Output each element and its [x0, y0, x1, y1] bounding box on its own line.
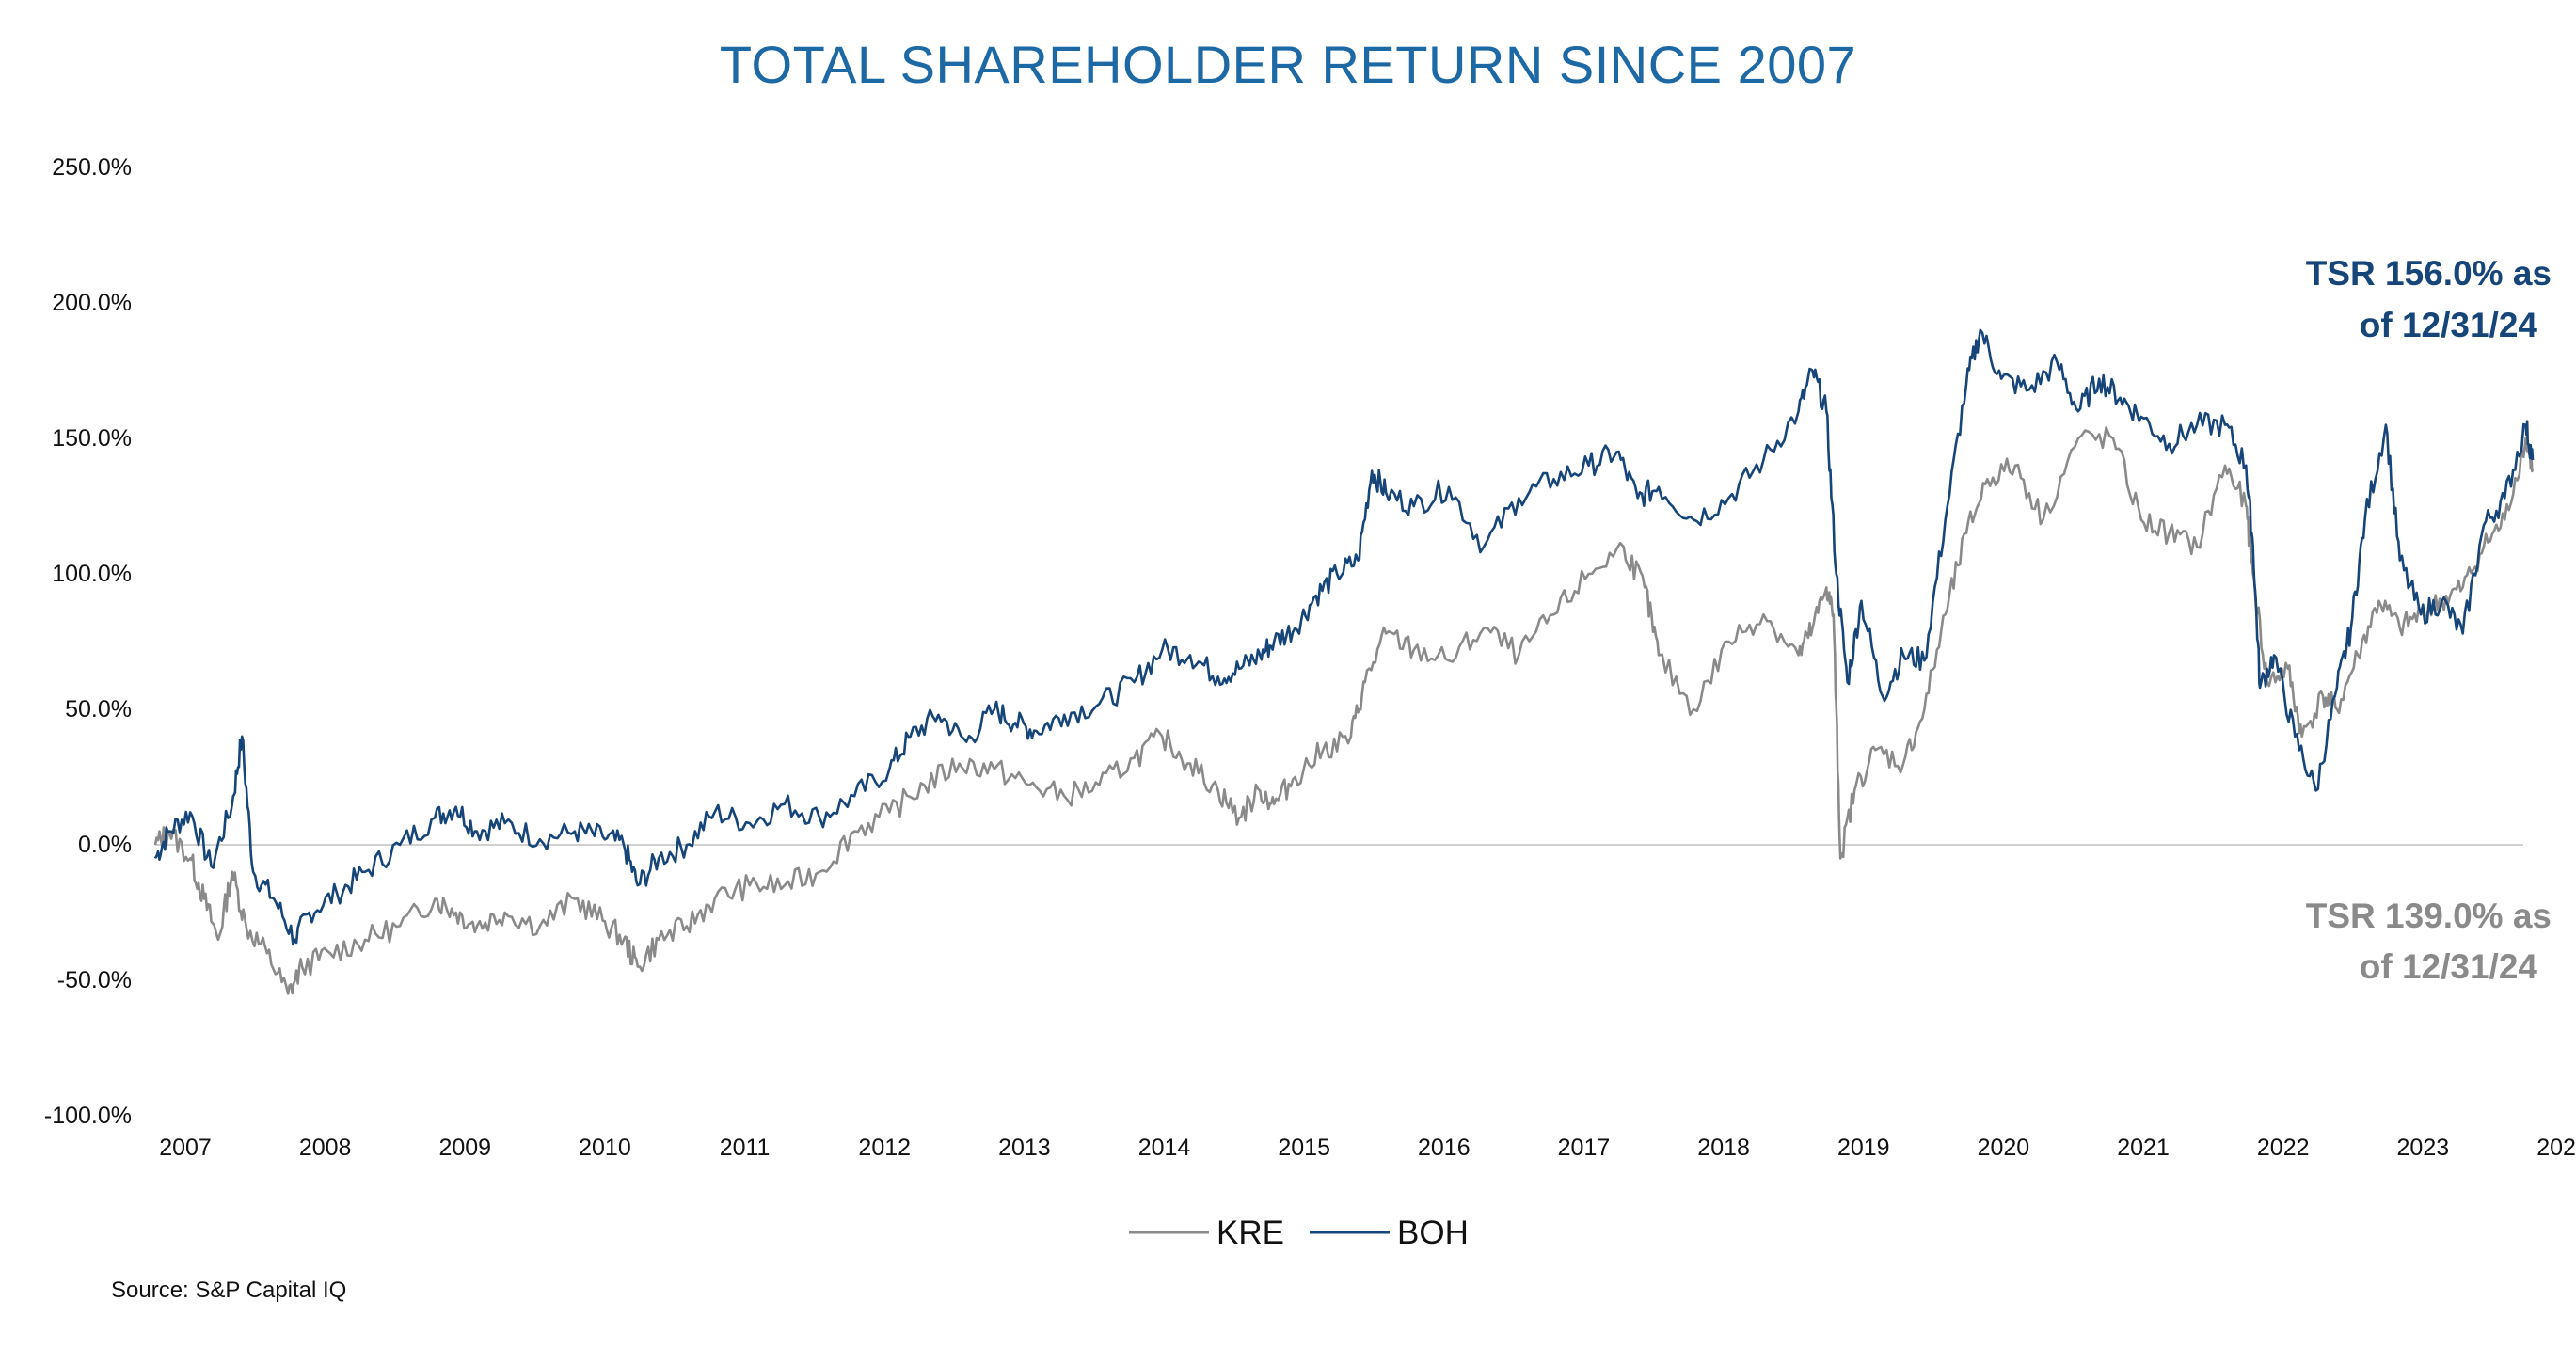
y-axis-tick-labels: 250.0% 200.0% 150.0% 100.0% 50.0% 0.0% -50.0% -… [44, 154, 132, 1129]
x-tick-label: 2021 [2117, 1135, 2170, 1161]
x-tick-label: 2020 [1978, 1135, 2030, 1161]
x-tick-label: 2014 [1138, 1135, 1191, 1161]
x-tick-label: 2010 [579, 1135, 631, 1161]
series-lines [153, 328, 2535, 995]
y-tick-label: 100.0% [52, 561, 132, 587]
x-tick-label: 2024 [2536, 1135, 2576, 1161]
x-tick-label: 2009 [438, 1135, 491, 1161]
y-tick-label: -50.0% [57, 967, 132, 993]
x-tick-label: 2019 [1837, 1135, 1890, 1161]
x-tick-label: 2023 [2397, 1135, 2450, 1161]
x-tick-label: 2018 [1697, 1135, 1750, 1161]
x-tick-label: 2011 [720, 1135, 771, 1161]
kre-tsr-annotation-line2: of 12/31/24 [2360, 947, 2538, 986]
legend-kre-label: KRE [1216, 1215, 1284, 1251]
x-tick-label: 2008 [299, 1135, 352, 1161]
kre-tsr-annotation-line1: TSR 139.0% as [2306, 897, 2552, 935]
x-tick-label: 2016 [1418, 1135, 1471, 1161]
y-tick-label: 250.0% [52, 154, 132, 181]
x-axis-tick-labels: 2007 2008 2009 2010 2011 2012 2013 2014 2015 2016… [159, 1135, 2576, 1161]
y-tick-label: -100.0% [44, 1103, 132, 1129]
legend: KRE BOH [1129, 1215, 1469, 1251]
y-tick-label: 200.0% [52, 290, 132, 316]
x-tick-label: 2007 [159, 1135, 212, 1161]
x-tick-label: 2012 [858, 1135, 911, 1161]
series-line-boh [153, 328, 2535, 946]
source-note: Source: S&P Capital IQ [111, 1278, 347, 1303]
x-tick-label: 2017 [1558, 1135, 1611, 1161]
y-tick-label: 150.0% [52, 425, 132, 452]
boh-tsr-annotation-line2: of 12/31/24 [2360, 306, 2538, 344]
legend-boh-label: BOH [1397, 1215, 1469, 1251]
y-tick-label: 50.0% [65, 696, 132, 723]
series-line-kre [153, 426, 2535, 995]
x-tick-label: 2015 [1278, 1135, 1330, 1161]
y-tick-label: 0.0% [78, 832, 132, 858]
chart-title: TOTAL SHAREHOLDER RETURN SINCE 2007 [719, 35, 1857, 94]
x-tick-label: 2022 [2257, 1135, 2310, 1161]
x-tick-label: 2013 [998, 1135, 1051, 1161]
boh-tsr-annotation-line1: TSR 156.0% as [2306, 254, 2552, 293]
